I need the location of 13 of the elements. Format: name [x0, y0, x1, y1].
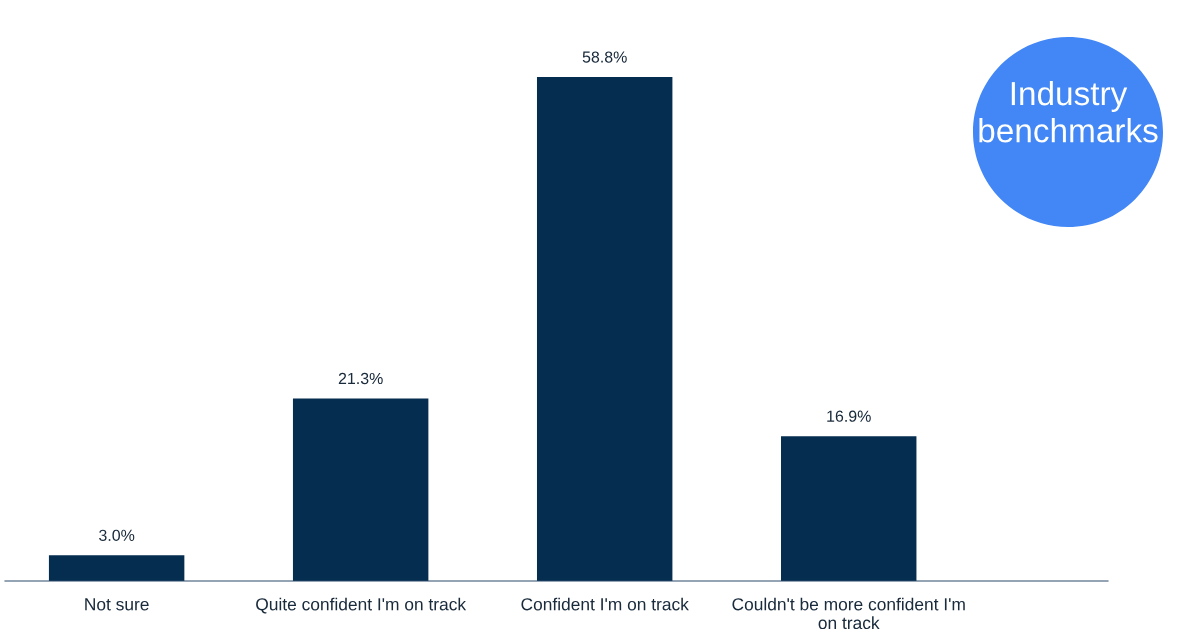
data-label: 58.8%: [582, 51, 627, 63]
bar: [536, 76, 673, 581]
x-tick-label: Confident I'm on track: [521, 597, 689, 611]
data-label: 16.9%: [827, 410, 871, 422]
bar: [48, 555, 185, 581]
bar: [292, 398, 429, 581]
x-tick-label: Couldn't be more confident I'm on track: [732, 597, 965, 630]
data-label: 21.3%: [338, 372, 383, 385]
bar: [781, 436, 917, 581]
annotation: Industry benchmarks: [979, 80, 1158, 143]
x-tick-label: Not sure: [85, 598, 149, 611]
x-tick-label: Quite confident I'm on track: [256, 597, 467, 614]
data-label: 3.0%: [99, 529, 135, 542]
